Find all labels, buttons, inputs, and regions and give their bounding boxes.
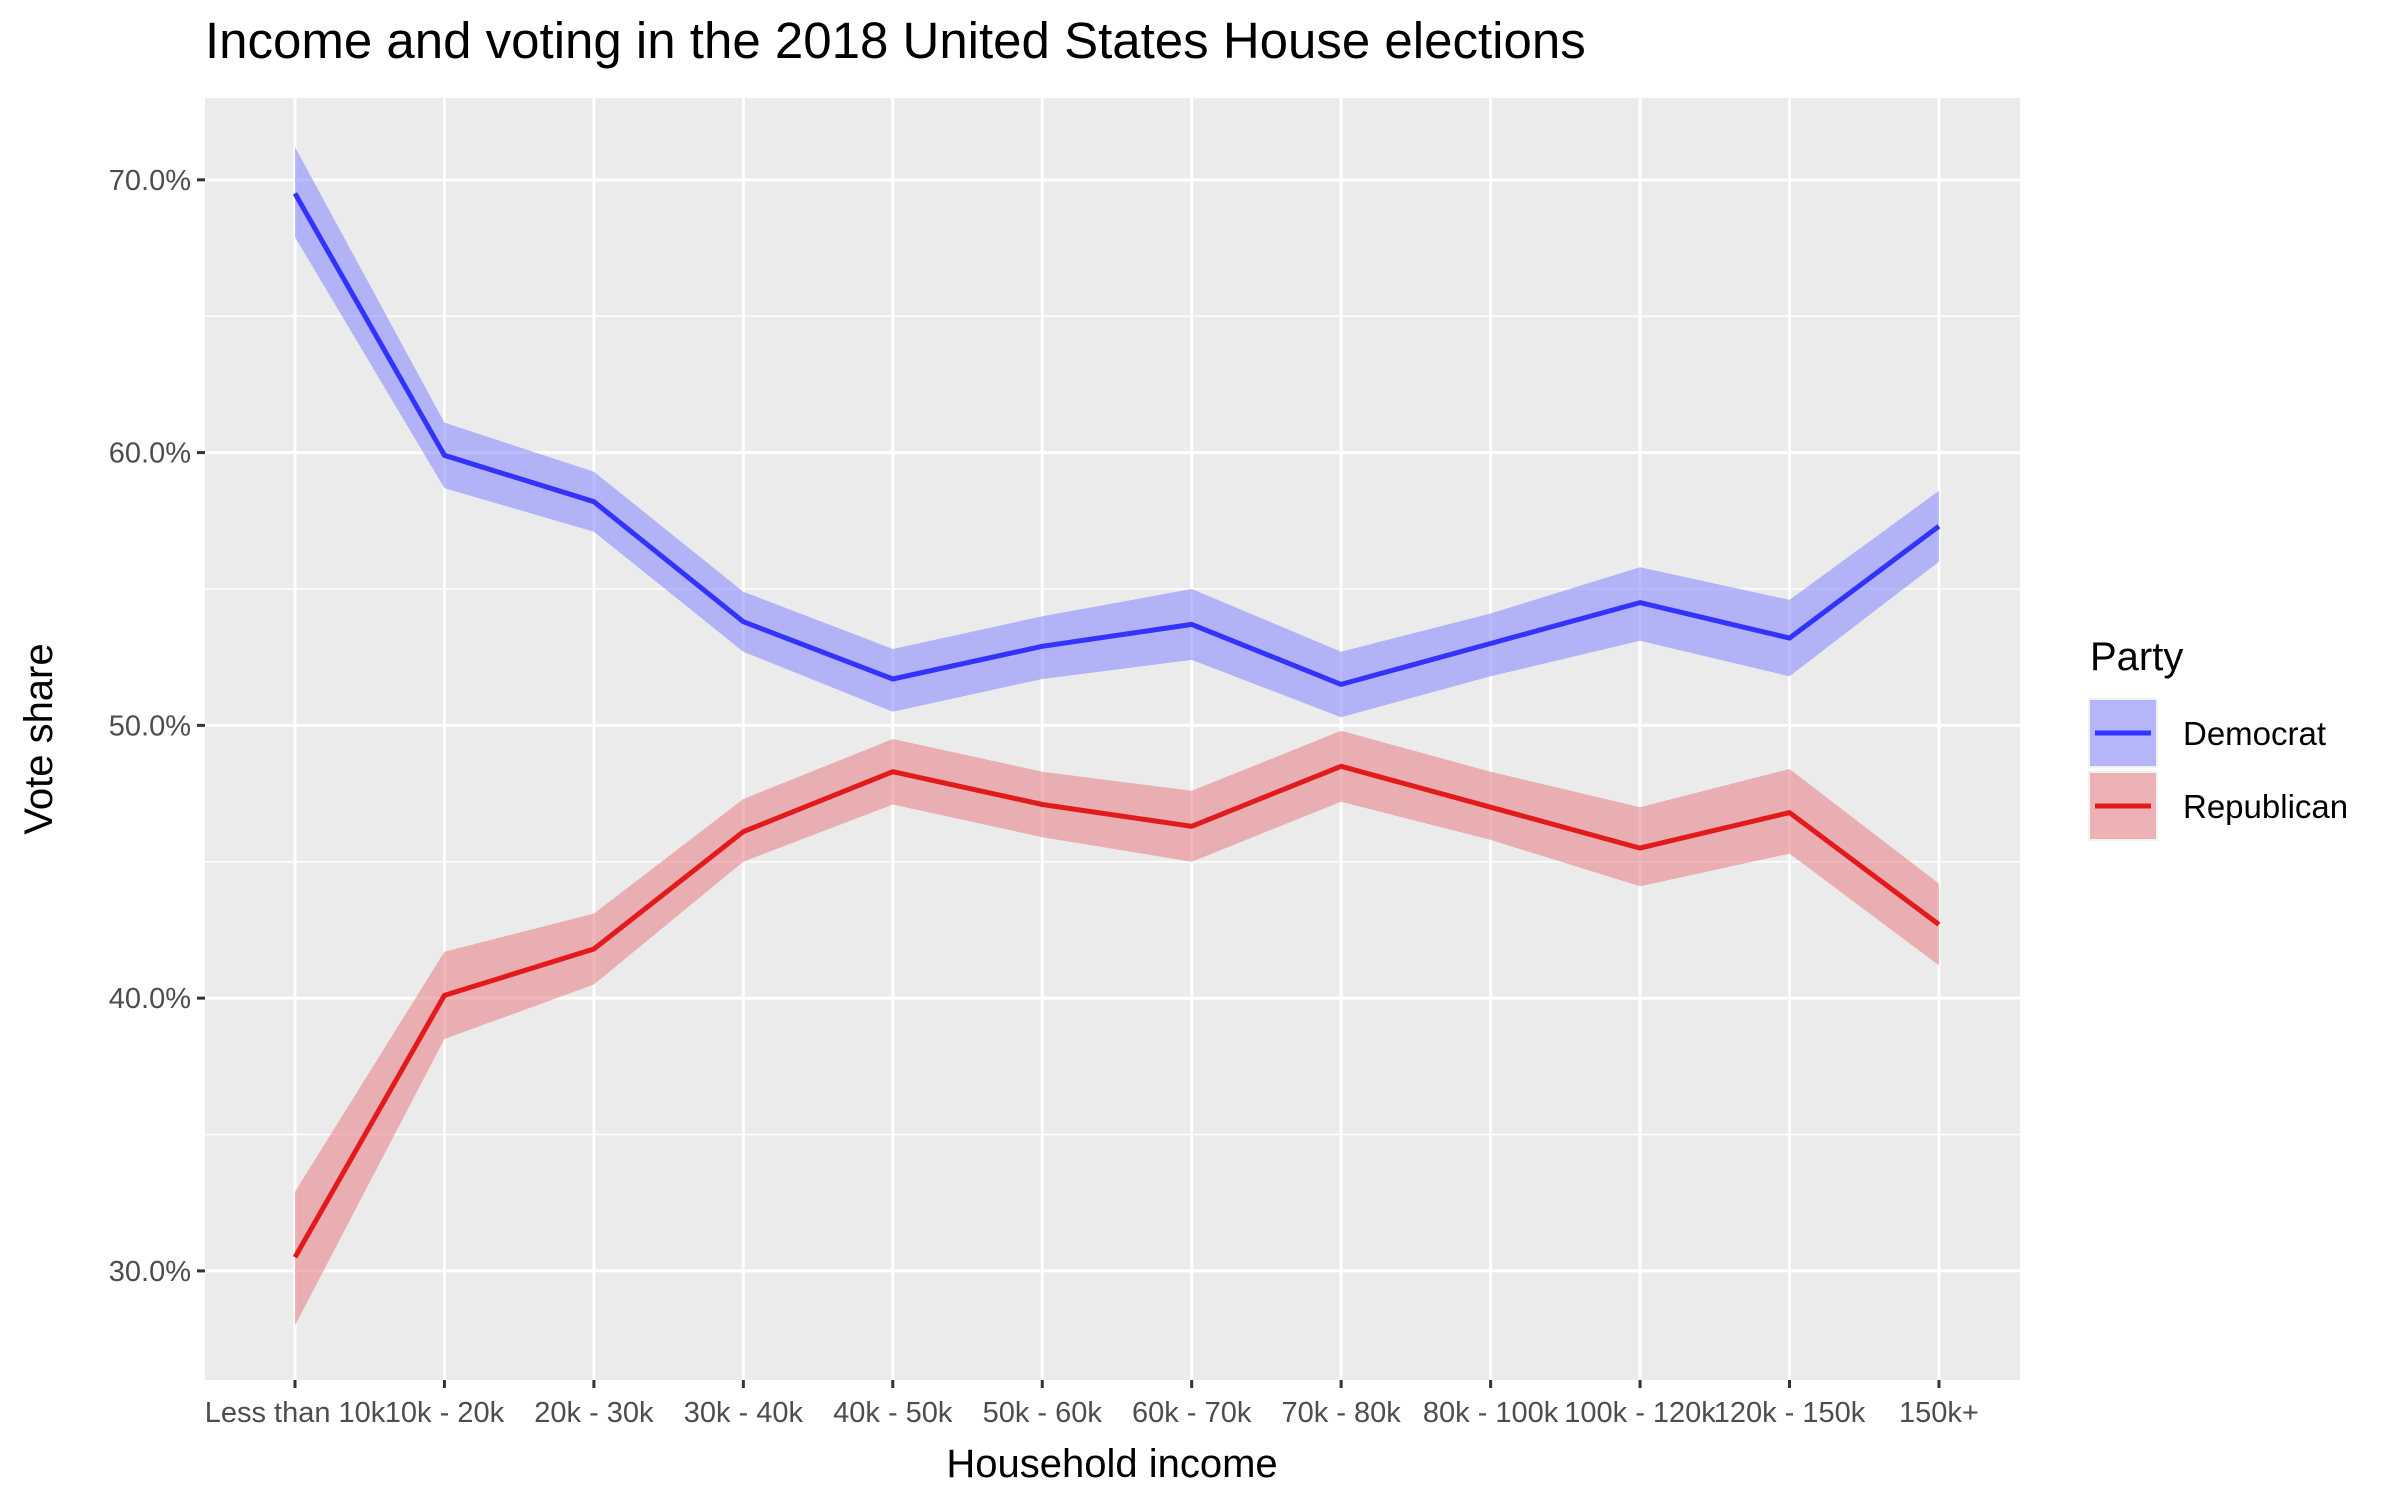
confidence-bands [295,147,1939,1326]
x-tick-label: 70k - 80k [1282,1397,1402,1429]
x-tick-label: 40k - 50k [833,1397,953,1429]
legend-label-democrat: Democrat [2183,715,2326,752]
x-tick-label: 150k+ [1899,1397,1979,1429]
legend: Party Democrat Republican [2088,635,2348,841]
series-line-republican [292,763,1941,1259]
x-tick-label: 120k - 150k [1714,1397,1866,1429]
chart-title: Income and voting in the 2018 United Sta… [205,12,1586,69]
plot-panel [205,98,2020,1380]
x-tick-label: 60k - 70k [1132,1397,1252,1429]
y-tick-label: 70.0% [109,165,191,197]
y-tick-label: 40.0% [109,983,191,1015]
x-tick-label: 50k - 60k [983,1397,1103,1429]
x-tick-label: Less than 10k [205,1397,386,1429]
x-tick-label: 20k - 30k [534,1397,654,1429]
x-tick-label: 80k - 100k [1423,1397,1559,1429]
x-tick-label: 10k - 20k [385,1397,505,1429]
y-axis: 30.0% 40.0% 50.0% 60.0% 70.0% [109,165,205,1288]
confidence-band-republican [295,730,1939,1326]
x-axis-title: Household income [946,1442,1277,1486]
x-tick-label: 100k - 120k [1564,1397,1716,1429]
series-lines [292,192,1941,1259]
series-line-democrat [292,192,1941,687]
y-tick-label: 50.0% [109,710,191,742]
x-tick-label: 30k - 40k [684,1397,804,1429]
confidence-band-democrat [295,147,1939,718]
legend-title: Party [2090,635,2183,679]
legend-label-republican: Republican [2183,788,2348,825]
y-tick-label: 60.0% [109,438,191,470]
y-tick-label: 30.0% [109,1256,191,1288]
x-axis: Less than 10k 10k - 20k 20k - 30k 30k - 40k… [205,1380,1979,1429]
y-axis-title: Vote share [17,643,61,834]
